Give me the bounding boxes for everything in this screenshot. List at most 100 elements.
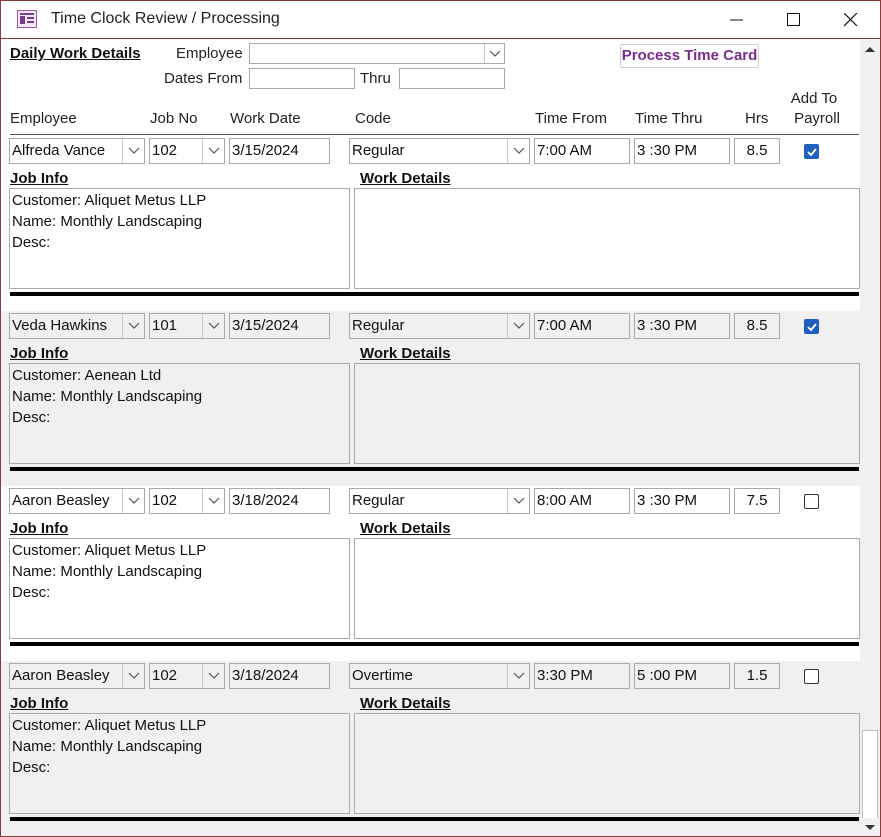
dates-from-input[interactable] bbox=[249, 68, 355, 89]
work-date-field[interactable]: 3/15/2024 bbox=[229, 138, 330, 164]
employee-value: Aaron Beasley bbox=[12, 667, 110, 684]
dates-from-label: Dates From bbox=[164, 70, 243, 87]
work-date-field[interactable]: 3/18/2024 bbox=[229, 488, 330, 514]
employee-combo[interactable]: Aaron Beasley bbox=[9, 488, 145, 514]
work-date-field[interactable]: 3/18/2024 bbox=[229, 663, 330, 689]
work-details-label: Work Details bbox=[360, 170, 451, 187]
col-job-no: Job No bbox=[150, 110, 198, 127]
scroll-thumb[interactable] bbox=[862, 730, 878, 822]
job-info-box[interactable]: Customer: Aliquet Metus LLP Name: Monthl… bbox=[9, 538, 350, 639]
time-from-field[interactable]: 7:00 AM bbox=[534, 138, 630, 164]
add-to-payroll-checkbox[interactable] bbox=[804, 319, 819, 334]
code-value: Regular bbox=[352, 492, 405, 509]
thru-input[interactable] bbox=[399, 68, 505, 89]
job-no-dropdown-button[interactable] bbox=[202, 314, 224, 338]
job-no-combo[interactable]: 102 bbox=[149, 663, 225, 689]
add-to-payroll-checkbox[interactable] bbox=[804, 669, 819, 684]
code-combo[interactable]: Regular bbox=[349, 313, 530, 339]
job-no-dropdown-button[interactable] bbox=[202, 139, 224, 163]
employee-dropdown-button[interactable] bbox=[122, 314, 144, 338]
employee-filter-dropdown-button[interactable] bbox=[484, 44, 504, 63]
employee-dropdown-button[interactable] bbox=[122, 489, 144, 513]
job-info-label: Job Info bbox=[10, 695, 69, 712]
checkmark-icon bbox=[807, 148, 817, 157]
access-form-icon bbox=[17, 10, 37, 28]
job-no-dropdown-button[interactable] bbox=[202, 664, 224, 688]
code-combo[interactable]: Regular bbox=[349, 138, 530, 164]
job-info-box[interactable]: Customer: Aliquet Metus LLP Name: Monthl… bbox=[9, 188, 350, 289]
job-no-value: 102 bbox=[152, 667, 178, 684]
employee-combo[interactable]: Aaron Beasley bbox=[9, 663, 145, 689]
arrow-down-icon bbox=[865, 825, 875, 830]
code-dropdown-button[interactable] bbox=[507, 314, 529, 338]
work-details-box[interactable] bbox=[354, 188, 860, 289]
hrs-field[interactable]: 7.5 bbox=[734, 488, 780, 514]
chevron-down-icon bbox=[208, 322, 220, 329]
work-date-field[interactable]: 3/15/2024 bbox=[229, 313, 330, 339]
hrs-field[interactable]: 8.5 bbox=[734, 313, 780, 339]
job-no-combo[interactable]: 102 bbox=[149, 138, 225, 164]
chevron-down-icon bbox=[208, 147, 220, 154]
process-time-card-button[interactable]: Process Time Card bbox=[620, 44, 759, 68]
record-separator bbox=[10, 467, 859, 471]
code-dropdown-button[interactable] bbox=[507, 139, 529, 163]
desc-text: Desc: bbox=[12, 759, 51, 776]
time-from-field[interactable]: 3:30 PM bbox=[534, 663, 630, 689]
employee-value: Veda Hawkins bbox=[12, 317, 108, 334]
time-from-field[interactable]: 7:00 AM bbox=[534, 313, 630, 339]
hrs-field[interactable]: 8.5 bbox=[734, 138, 780, 164]
employee-filter-combo[interactable] bbox=[249, 43, 505, 64]
code-combo[interactable]: Overtime bbox=[349, 663, 530, 689]
scroll-up-button[interactable] bbox=[860, 40, 880, 58]
employee-dropdown-button[interactable] bbox=[122, 139, 144, 163]
work-details-box[interactable] bbox=[354, 713, 860, 814]
time-thru-field[interactable]: 3 :30 PM bbox=[634, 313, 730, 339]
minimize-button[interactable] bbox=[709, 1, 765, 39]
work-details-label: Work Details bbox=[360, 345, 451, 362]
close-icon bbox=[844, 13, 858, 27]
maximize-button[interactable] bbox=[766, 1, 822, 39]
checkmark-icon bbox=[807, 323, 817, 332]
employee-combo[interactable]: Veda Hawkins bbox=[9, 313, 145, 339]
job-info-box[interactable]: Customer: Aliquet Metus LLP Name: Monthl… bbox=[9, 713, 350, 814]
code-value: Regular bbox=[352, 142, 405, 159]
hrs-field[interactable]: 1.5 bbox=[734, 663, 780, 689]
section-title: Daily Work Details bbox=[10, 45, 141, 62]
col-work-date: Work Date bbox=[230, 110, 301, 127]
job-info-box[interactable]: Customer: Aenean Ltd Name: Monthly Lands… bbox=[9, 363, 350, 464]
time-thru-field[interactable]: 3 :30 PM bbox=[634, 138, 730, 164]
job-no-combo[interactable]: 101 bbox=[149, 313, 225, 339]
customer-text: Customer: Aliquet Metus LLP bbox=[12, 192, 207, 209]
job-no-value: 102 bbox=[152, 142, 178, 159]
add-to-payroll-checkbox[interactable] bbox=[804, 494, 819, 509]
time-thru-field[interactable]: 3 :30 PM bbox=[634, 488, 730, 514]
title-bar[interactable]: Time Clock Review / Processing bbox=[1, 1, 880, 39]
window-title: Time Clock Review / Processing bbox=[51, 10, 280, 27]
chevron-down-icon bbox=[208, 497, 220, 504]
chevron-down-icon bbox=[513, 672, 525, 679]
time-thru-field[interactable]: 5 :00 PM bbox=[634, 663, 730, 689]
work-details-label: Work Details bbox=[360, 520, 451, 537]
work-details-box[interactable] bbox=[354, 538, 860, 639]
employee-filter-label: Employee bbox=[176, 45, 243, 62]
time-from-field[interactable]: 8:00 AM bbox=[534, 488, 630, 514]
code-dropdown-button[interactable] bbox=[507, 489, 529, 513]
record-3: Aaron Beasley 102 3/18/2024 Regular 8:00… bbox=[1, 486, 860, 661]
job-no-dropdown-button[interactable] bbox=[202, 489, 224, 513]
col-code: Code bbox=[355, 110, 391, 127]
vertical-scrollbar[interactable] bbox=[860, 40, 880, 836]
minimize-icon bbox=[730, 19, 743, 21]
chevron-down-icon bbox=[128, 672, 140, 679]
desc-text: Desc: bbox=[12, 584, 51, 601]
header-divider bbox=[10, 134, 859, 135]
add-to-payroll-checkbox[interactable] bbox=[804, 144, 819, 159]
scroll-down-button[interactable] bbox=[860, 818, 880, 836]
job-no-combo[interactable]: 102 bbox=[149, 488, 225, 514]
employee-combo[interactable]: Alfreda Vance bbox=[9, 138, 145, 164]
job-info-label: Job Info bbox=[10, 170, 69, 187]
close-button[interactable] bbox=[823, 1, 879, 39]
work-details-box[interactable] bbox=[354, 363, 860, 464]
code-dropdown-button[interactable] bbox=[507, 664, 529, 688]
code-combo[interactable]: Regular bbox=[349, 488, 530, 514]
employee-dropdown-button[interactable] bbox=[122, 664, 144, 688]
